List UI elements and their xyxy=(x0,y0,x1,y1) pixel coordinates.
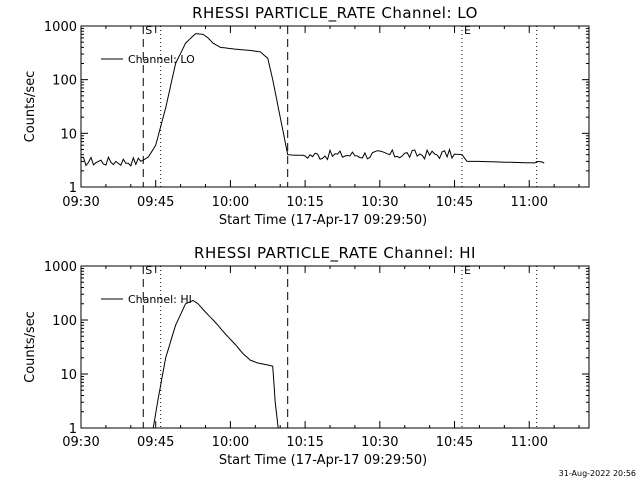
chart-title: RHESSI PARTICLE_RATE Channel: HI xyxy=(194,244,476,263)
x-tick-label: 10:00 xyxy=(212,435,249,450)
y-tick-label: 100 xyxy=(52,74,77,89)
x-tick-label: 10:00 xyxy=(212,195,249,210)
series-line-channel-hi xyxy=(152,299,279,429)
x-tick-label: 09:45 xyxy=(137,435,174,450)
legend-label: Channel: HI xyxy=(128,293,192,306)
y-tick-label: 1000 xyxy=(44,20,77,35)
x-tick-label: 10:15 xyxy=(286,195,323,210)
y-tick-label: 1000 xyxy=(44,260,77,275)
x-axis-label: Start Time (17-Apr-17 09:29:50) xyxy=(219,213,427,228)
chart-panel-1: RHESSI PARTICLE_RATE Channel: LO 09:30 09:… xyxy=(23,4,590,228)
x-tick-label: 11:00 xyxy=(511,195,548,210)
x-tick-label: 11:00 xyxy=(511,435,548,450)
series-line-channel-lo xyxy=(80,33,545,167)
x-tick-label: 09:45 xyxy=(137,195,174,210)
footer-timestamp: 31-Aug-2022 20:56 xyxy=(559,469,636,478)
plot-frame xyxy=(80,265,590,429)
x-tick-label: 10:30 xyxy=(361,435,398,450)
event-marker-label: S xyxy=(145,264,152,277)
x-tick-label: 09:30 xyxy=(62,195,99,210)
event-marker-label: E xyxy=(464,264,471,277)
chart-title: RHESSI PARTICLE_RATE Channel: LO xyxy=(192,4,478,23)
chart-panel-2: RHESSI PARTICLE_RATE Channel: HI 09:30 09:… xyxy=(23,244,590,468)
y-axis-label: Counts/sec xyxy=(23,311,38,383)
y-tick-label: 1 xyxy=(69,181,77,196)
y-axis-label: Counts/sec xyxy=(23,71,38,143)
event-marker-label: S xyxy=(145,24,152,37)
legend-label: Channel: LO xyxy=(128,53,195,66)
x-axis-label: Start Time (17-Apr-17 09:29:50) xyxy=(219,453,427,468)
x-tick-label: 10:15 xyxy=(286,435,323,450)
y-tick-label: 1 xyxy=(69,422,77,437)
x-tick-label: 10:45 xyxy=(436,195,473,210)
x-tick-label: 10:45 xyxy=(436,435,473,450)
x-tick-label: 10:30 xyxy=(361,195,398,210)
y-tick-label: 10 xyxy=(60,368,77,383)
x-tick-label: 09:30 xyxy=(62,435,99,450)
plot-frame xyxy=(80,25,590,188)
y-tick-label: 10 xyxy=(60,127,77,142)
event-marker-label: E xyxy=(464,24,471,37)
y-tick-label: 100 xyxy=(52,314,77,329)
